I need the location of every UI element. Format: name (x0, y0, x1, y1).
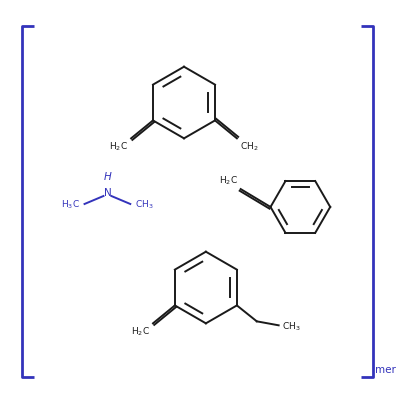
Text: H: H (104, 172, 111, 182)
Text: $\mathsf{H_3C}$: $\mathsf{H_3C}$ (61, 199, 80, 211)
Text: $\mathsf{CH_2}$: $\mathsf{CH_2}$ (240, 140, 258, 153)
Text: $\mathsf{H_2C}$: $\mathsf{H_2C}$ (109, 140, 128, 153)
Text: $\mathsf{CH_3}$: $\mathsf{CH_3}$ (282, 320, 300, 332)
Text: $\mathsf{H_2C}$: $\mathsf{H_2C}$ (131, 325, 150, 338)
Text: $\mathsf{H_2C}$: $\mathsf{H_2C}$ (219, 174, 238, 187)
Text: mer: mer (375, 365, 396, 375)
Text: $\mathsf{CH_3}$: $\mathsf{CH_3}$ (135, 199, 154, 211)
Text: N: N (104, 188, 111, 198)
